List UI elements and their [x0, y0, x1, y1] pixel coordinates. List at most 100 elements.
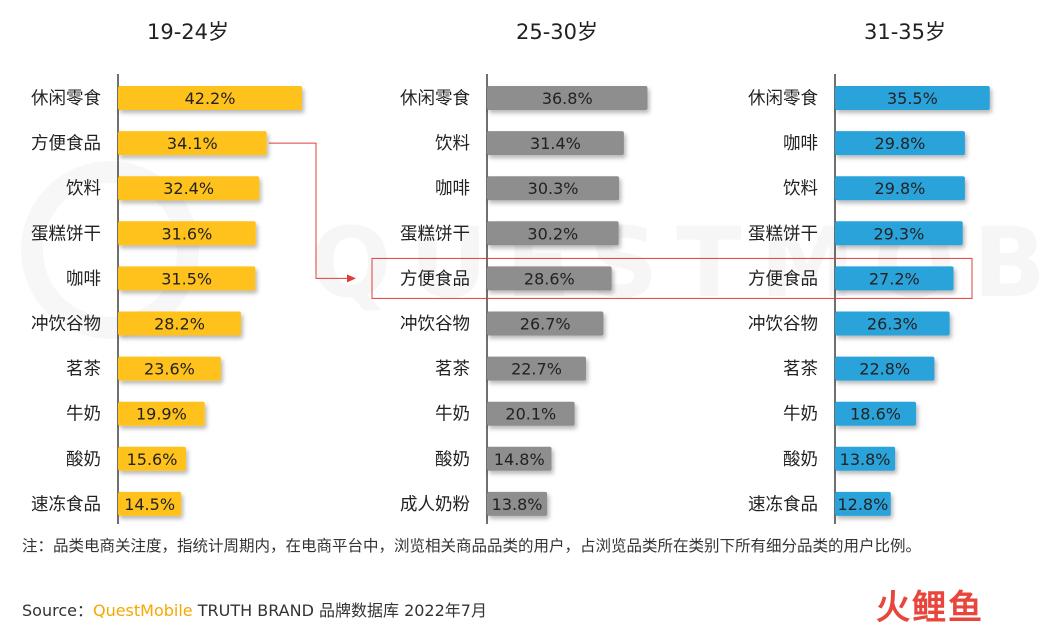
category-label: 休闲零食 — [748, 89, 818, 109]
category-label: 饮料 — [435, 134, 470, 154]
data-label: 18.6% — [850, 405, 901, 424]
data-label: 26.7% — [520, 315, 571, 334]
logo-char-2: 鲤 — [912, 588, 948, 628]
bar — [487, 266, 612, 291]
bar — [487, 401, 575, 426]
bar — [118, 86, 302, 110]
chart-panel-2: 25-30岁 36.8% 休闲零食 31.4% 饮料 30.3% 咖啡 30.2% 蛋糕饼干 28… — [400, 20, 648, 524]
category-label: 速冻食品 — [31, 495, 101, 515]
category-label: 饮料 — [66, 179, 101, 199]
bar — [118, 131, 267, 156]
bar — [487, 131, 624, 156]
source-line: Source：QuestMobile TRUTH BRAND 品牌数据库 202… — [22, 597, 487, 621]
category-label: 休闲零食 — [400, 89, 470, 109]
bar — [118, 311, 241, 336]
category-label: 成人奶粉 — [400, 495, 470, 515]
bar — [835, 491, 891, 516]
data-label: 32.4% — [163, 179, 214, 198]
data-label: 12.8% — [837, 495, 888, 514]
data-label: 31.5% — [161, 269, 212, 288]
data-label: 31.4% — [530, 134, 581, 153]
bar — [487, 176, 620, 201]
data-label: 29.8% — [875, 179, 926, 198]
category-label: 茗茶 — [435, 360, 470, 380]
data-label: 26.3% — [867, 315, 918, 334]
panel-title: 19-24岁 — [147, 20, 229, 44]
category-label: 蛋糕饼干 — [400, 224, 470, 244]
bar — [118, 491, 182, 516]
bar — [835, 356, 935, 381]
bar — [835, 221, 963, 246]
highlight-arrowhead — [347, 274, 356, 283]
data-label: 35.5% — [887, 89, 938, 108]
bar — [118, 266, 256, 291]
category-label: 牛奶 — [783, 405, 818, 425]
data-label: 28.6% — [524, 269, 575, 288]
data-label: 34.1% — [167, 134, 218, 153]
bar — [118, 446, 187, 471]
data-label: 29.3% — [873, 224, 924, 243]
bar — [487, 446, 552, 471]
category-label: 蛋糕饼干 — [31, 224, 101, 244]
category-label: 酸奶 — [66, 450, 101, 470]
bar — [118, 401, 205, 426]
bar — [118, 176, 260, 201]
bar — [487, 311, 604, 336]
bar — [835, 401, 917, 426]
source-suffix: TRUTH BRAND 品牌数据库 2022年7月 — [192, 601, 487, 620]
category-label: 冲饮谷物 — [748, 315, 818, 335]
footnote: 注：品类电商关注度，指统计周期内，在电商平台中，浏览相关商品品类的用户，占浏览品… — [22, 537, 922, 555]
category-label: 咖啡 — [435, 179, 470, 199]
data-label: 19.9% — [136, 405, 187, 424]
category-label: 方便食品 — [31, 134, 101, 154]
data-label: 30.2% — [527, 224, 578, 243]
chart-panel-3: 31-35岁 35.5% 休闲零食 29.8% 咖啡 29.8% 饮料 29.3% 蛋糕饼干 27… — [748, 20, 990, 524]
data-label: 20.1% — [505, 405, 556, 424]
category-label: 咖啡 — [783, 134, 818, 154]
category-label: 速冻食品 — [748, 495, 818, 515]
data-label: 36.8% — [542, 89, 593, 108]
data-label: 14.8% — [494, 450, 545, 469]
category-label: 冲饮谷物 — [400, 315, 470, 335]
data-label: 15.6% — [127, 450, 178, 469]
bar — [835, 311, 950, 336]
bar — [835, 131, 965, 156]
category-label: 蛋糕饼干 — [748, 224, 818, 244]
bar — [487, 221, 619, 246]
bar — [487, 86, 648, 110]
bar — [118, 356, 221, 381]
category-label: 咖啡 — [66, 269, 101, 289]
category-label: 茗茶 — [783, 360, 818, 380]
data-label: 13.8% — [840, 450, 891, 469]
bar — [487, 491, 548, 516]
source-brand: QuestMobile — [92, 601, 193, 620]
data-label: 28.2% — [154, 315, 205, 334]
data-label: 27.2% — [869, 269, 920, 288]
source-prefix: Source： — [22, 601, 93, 620]
category-label: 休闲零食 — [31, 89, 101, 109]
data-label: 23.6% — [144, 360, 195, 379]
highlight-connector — [268, 142, 354, 279]
category-label: 牛奶 — [66, 405, 101, 425]
chart-panel-1: 19-24岁 42.2% 休闲零食 34.1% 方便食品 32.4% 饮料 31.6% 蛋糕饼干… — [31, 20, 302, 524]
panel-title: 25-30岁 — [516, 20, 598, 44]
data-label: 22.7% — [511, 360, 562, 379]
bar — [835, 86, 990, 110]
category-label: 牛奶 — [435, 405, 470, 425]
category-label: 方便食品 — [748, 269, 818, 289]
panel-title: 31-35岁 — [864, 20, 946, 44]
category-label: 饮料 — [783, 179, 818, 199]
logo-char-3: 鱼 — [948, 588, 984, 628]
bar — [118, 221, 256, 246]
highlight-box — [371, 257, 973, 299]
logo-char-1: 火 — [876, 588, 912, 628]
data-label: 29.8% — [875, 134, 926, 153]
data-label: 13.8% — [492, 495, 543, 514]
category-label: 茗茶 — [66, 360, 101, 380]
data-label: 22.8% — [859, 360, 910, 379]
bar — [835, 446, 896, 471]
bar — [487, 356, 586, 381]
logo: 火鲤鱼 — [876, 580, 984, 629]
data-label: 30.3% — [528, 179, 579, 198]
